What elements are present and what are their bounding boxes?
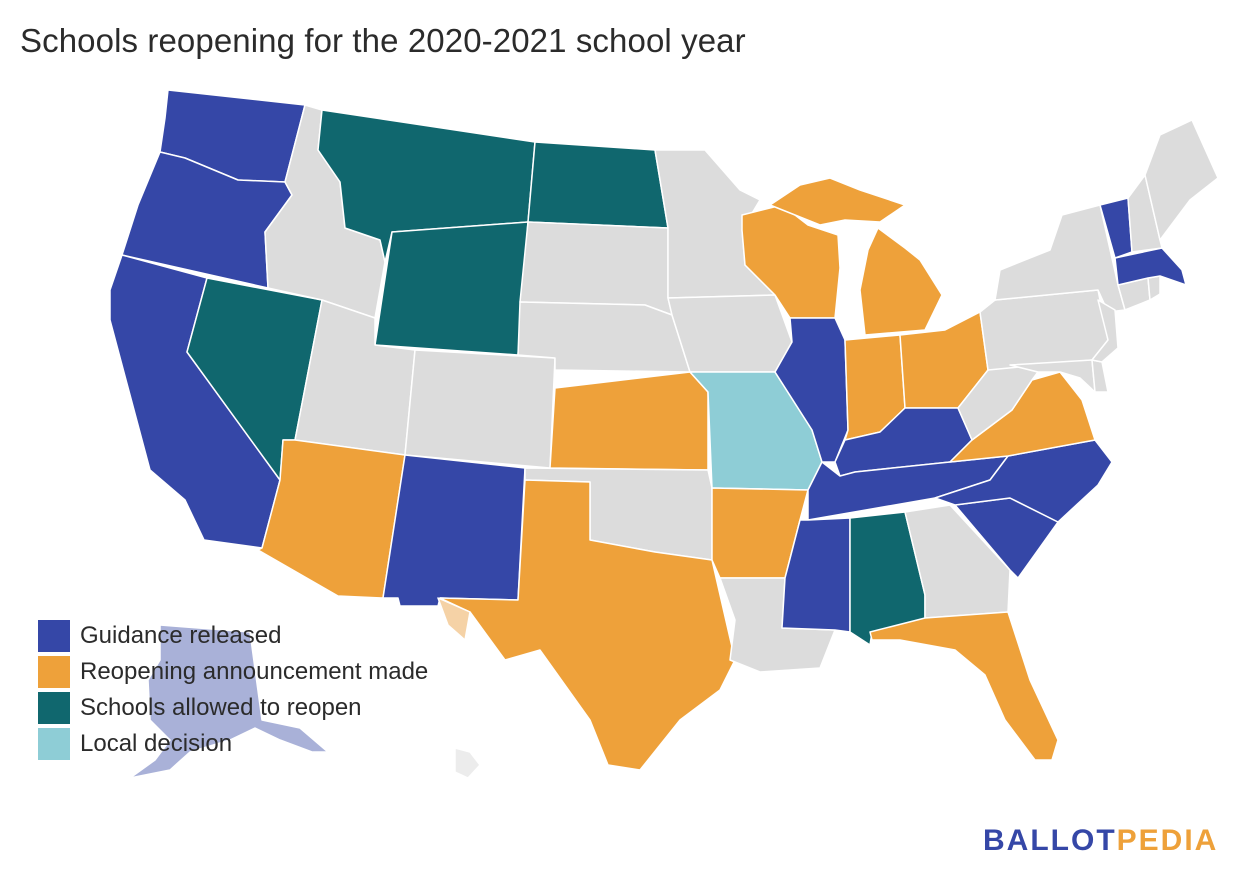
legend-item-allowed: Schools allowed to reopen bbox=[38, 690, 428, 726]
state-north-dakota[interactable] bbox=[527, 141, 669, 229]
legend: Guidance released Reopening announcement… bbox=[38, 618, 428, 762]
state-iowa[interactable] bbox=[667, 294, 793, 373]
state-maine[interactable] bbox=[1144, 119, 1219, 241]
map-title: Schools reopening for the 2020-2021 scho… bbox=[20, 22, 746, 59]
legend-item-local: Local decision bbox=[38, 726, 428, 762]
state-florida[interactable] bbox=[869, 611, 1059, 761]
legend-label: Guidance released bbox=[80, 622, 282, 649]
state-new-mexico[interactable] bbox=[382, 454, 526, 607]
state-north-carolina[interactable] bbox=[934, 439, 1113, 523]
state-michigan-upper[interactable] bbox=[769, 177, 906, 226]
legend-label: Reopening announcement made bbox=[80, 658, 429, 685]
state-south-dakota[interactable] bbox=[519, 221, 673, 316]
legend-swatch bbox=[38, 728, 70, 760]
state-delaware[interactable] bbox=[1091, 359, 1109, 393]
legend-item-announcement: Reopening announcement made bbox=[38, 654, 428, 690]
state-alaska[interactable] bbox=[129, 624, 329, 779]
legend-label: Local decision bbox=[80, 730, 233, 757]
state-new-york[interactable] bbox=[994, 204, 1126, 313]
state-wyoming[interactable] bbox=[374, 221, 529, 356]
legend-swatch bbox=[38, 692, 70, 724]
state-kansas[interactable] bbox=[549, 371, 709, 471]
state-massachusetts[interactable] bbox=[1114, 247, 1187, 286]
state-new-hampshire[interactable] bbox=[1127, 174, 1163, 253]
ballotpedia-logo: BALLOTPEDIA bbox=[983, 824, 1218, 858]
legend-item-guidance: Guidance released bbox=[38, 618, 428, 654]
state-nebraska[interactable] bbox=[517, 301, 691, 373]
mexico-area-faded bbox=[437, 597, 471, 641]
state-new-jersey[interactable] bbox=[1091, 299, 1119, 363]
legend-swatch bbox=[38, 620, 70, 652]
state-hawaii[interactable] bbox=[454, 747, 481, 779]
legend-swatch bbox=[38, 656, 70, 688]
legend-label: Schools allowed to reopen bbox=[80, 694, 362, 721]
state-pennsylvania[interactable] bbox=[979, 289, 1109, 371]
state-illinois[interactable] bbox=[774, 317, 849, 463]
state-rhode-island[interactable] bbox=[1147, 275, 1161, 301]
state-michigan-lower[interactable] bbox=[859, 227, 943, 336]
logo-left: BALLOT bbox=[983, 824, 1117, 857]
state-colorado[interactable] bbox=[404, 349, 556, 469]
logo-right: PEDIA bbox=[1116, 824, 1219, 857]
